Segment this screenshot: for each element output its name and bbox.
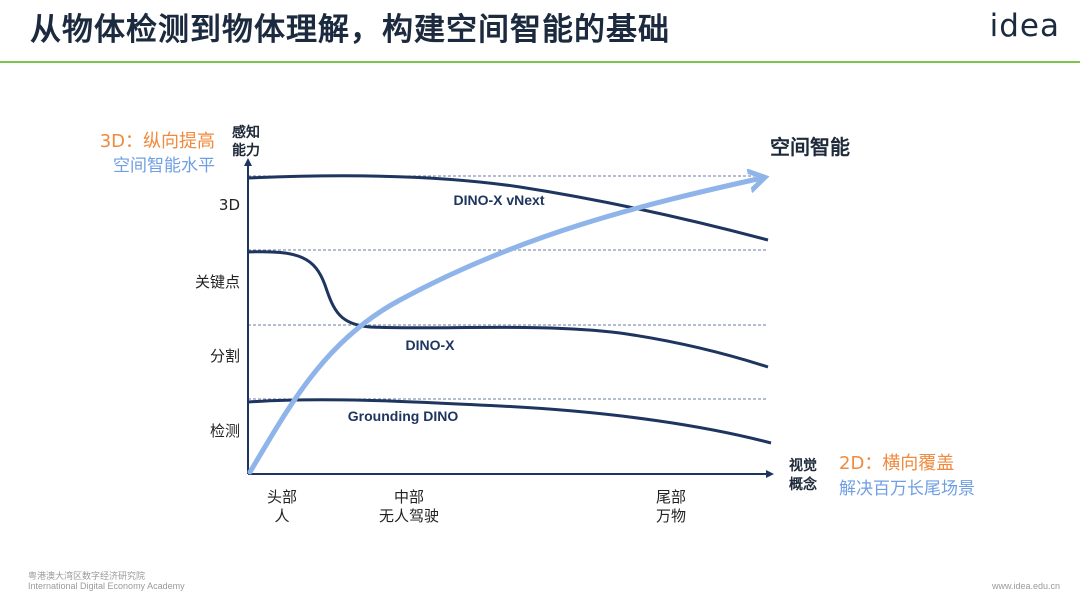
page-title: 从物体检测到物体理解，构建空间智能的基础: [30, 12, 670, 48]
annotation-3d-title: 3D：纵向提高: [100, 131, 215, 152]
annotation-2d-title: 2D：横向覆盖: [839, 453, 954, 474]
y-axis-label-line1: 感知: [232, 124, 260, 141]
y-axis-label-line2: 能力: [232, 142, 260, 159]
curve-grounding-dino: [247, 398, 772, 445]
trend-label-spatial-intelligence: 空间智能: [770, 135, 850, 159]
title-divider: [0, 61, 1080, 63]
annotation-2d-subtitle: 解决百万长尾场景: [839, 479, 975, 499]
y-level-segment: 分割: [210, 347, 240, 365]
footer-institute-en: International Digital Economy Academy: [28, 581, 185, 591]
curve-label-dino-x-vnext: DINO-X vNext: [453, 192, 544, 208]
x-position-tail-line1: 尾部: [656, 488, 686, 506]
y-level-3d: 3D: [219, 196, 240, 214]
x-axis-label-line1: 视觉: [789, 457, 817, 474]
x-axis-label-line2: 概念: [789, 476, 818, 493]
y-level-detect: 检测: [210, 422, 240, 440]
footer-institute-cn: 粤港澳大湾区数字经济研究院: [28, 572, 146, 582]
logo-text: idea: [989, 8, 1060, 44]
x-position-tail-line2: 万物: [656, 507, 686, 525]
annotation-3d-subtitle: 空间智能水平: [113, 156, 215, 176]
y-level-keypoint: 关键点: [195, 273, 240, 291]
curve-label-dino-x: DINO-X: [406, 337, 456, 353]
curve-label-grounding-dino: Grounding DINO: [348, 408, 459, 424]
x-position-mid-line1: 中部: [394, 488, 424, 506]
curve-dino-x: [247, 250, 769, 369]
x-position-head-line2: 人: [274, 507, 289, 525]
x-position-mid-line2: 无人驾驶: [379, 507, 439, 525]
idea-logo: idea: [990, 8, 1060, 44]
x-position-head-line1: 头部: [267, 488, 297, 506]
spatial-intelligence-trend-arrow: [247, 178, 762, 475]
footer-url: www.idea.edu.cn: [991, 581, 1060, 591]
curve-dino-x-vnext: [247, 174, 769, 242]
